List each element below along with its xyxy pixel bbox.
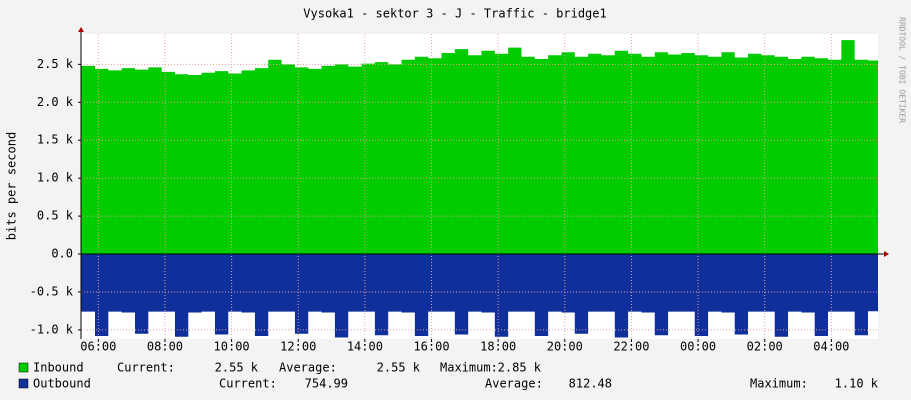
- x-tick-label: 04:00: [813, 340, 849, 354]
- x-tick-label: 16:00: [413, 340, 449, 354]
- legend-stat: 1.10 k: [835, 377, 879, 391]
- legend-label: Outbound: [33, 377, 91, 391]
- x-tick-label: 20:00: [547, 340, 583, 354]
- legend-stat: 2.55 k: [215, 361, 259, 375]
- x-tick-label: 22:00: [613, 340, 649, 354]
- legend-stat: Current:: [219, 377, 277, 391]
- y-tick-label: 2.5 k: [37, 57, 74, 71]
- legend-stat: 2.85 k: [498, 361, 542, 375]
- y-tick-label: 0.0: [51, 247, 73, 261]
- legend-stat: Current:: [117, 361, 175, 375]
- x-tick-label: 12:00: [280, 340, 316, 354]
- legend-stat: Maximum:: [440, 361, 498, 375]
- legend-stat: Average:: [279, 361, 337, 375]
- legend-swatch: [18, 378, 29, 389]
- legend-swatch: [18, 362, 29, 373]
- y-tick-label: -0.5 k: [30, 284, 74, 298]
- x-tick-label: 18:00: [480, 340, 516, 354]
- x-tick-label: 14:00: [347, 340, 383, 354]
- y-tick-label: 2.0 k: [37, 95, 74, 109]
- legend-label: Inbound: [33, 361, 84, 375]
- x-tick-label: 10:00: [214, 340, 250, 354]
- legend-stat: 2.55 k: [377, 361, 421, 375]
- y-tick-label: 1.5 k: [37, 133, 74, 147]
- legend-stat: Average:: [485, 377, 543, 391]
- legend-stat: 812.48: [569, 377, 612, 391]
- y-axis-label: bits per second: [5, 132, 19, 240]
- y-tick-label: 0.5 k: [37, 209, 74, 223]
- legend-stat: Maximum:: [750, 377, 808, 391]
- side-note: RRDTOOL / TOBI OETIKER: [898, 17, 907, 123]
- x-tick-label: 06:00: [80, 340, 116, 354]
- x-tick-label: 00:00: [680, 340, 716, 354]
- y-tick-label: 1.0 k: [37, 171, 74, 185]
- x-tick-label: 08:00: [147, 340, 183, 354]
- area: [81, 254, 878, 338]
- y-tick-label: -1.0 k: [30, 322, 74, 336]
- x-tick-label: 02:00: [747, 340, 783, 354]
- axis-arrow: [78, 27, 84, 32]
- legend-stat: 754.99: [305, 377, 348, 391]
- chart-title: Vysoka1 - sektor 3 - J - Traffic - bridg…: [303, 7, 606, 21]
- area: [81, 40, 878, 255]
- axis-arrow: [884, 251, 889, 258]
